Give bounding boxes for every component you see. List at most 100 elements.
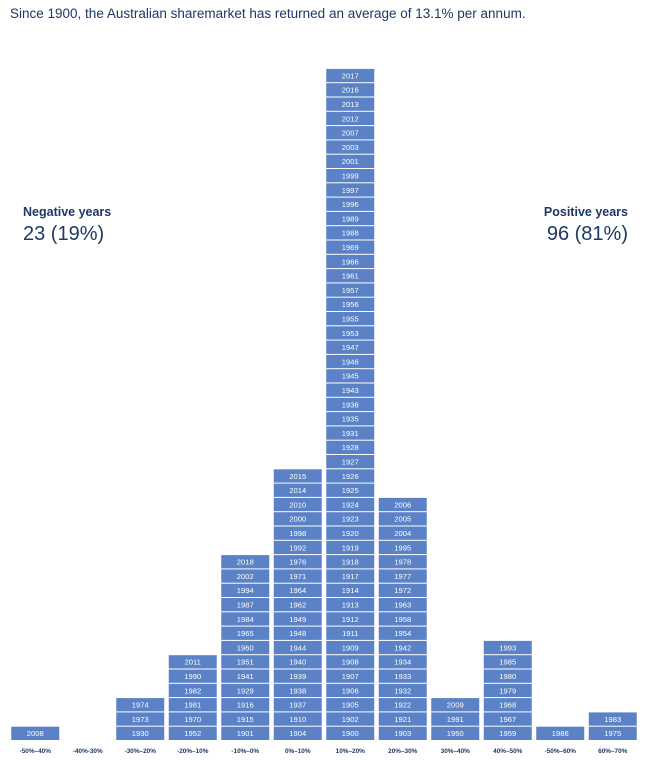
year-label: 1978 <box>394 558 411 567</box>
year-cell <box>326 340 375 354</box>
year-cell <box>326 312 375 326</box>
year-label: 1977 <box>394 572 411 581</box>
year-cell <box>326 297 375 311</box>
negative-years-value: 23 (19%) <box>23 223 105 245</box>
year-label: 1939 <box>289 672 306 681</box>
year-cell <box>221 612 270 626</box>
year-label: 1999 <box>342 171 359 180</box>
year-label: 1923 <box>342 515 359 524</box>
year-cell <box>273 569 322 583</box>
year-label: 1992 <box>289 543 306 552</box>
year-label: 2017 <box>342 71 359 80</box>
year-label: 1949 <box>289 615 306 624</box>
year-cell <box>378 497 427 512</box>
year-label: 1997 <box>342 186 359 195</box>
year-label: 1984 <box>237 615 254 624</box>
year-label: 1979 <box>499 686 516 695</box>
year-cell <box>326 140 375 154</box>
year-cell <box>273 526 322 540</box>
year-cell <box>326 497 375 512</box>
year-label: 1973 <box>132 715 149 724</box>
year-label: 1907 <box>342 672 359 681</box>
year-cell <box>378 555 427 569</box>
year-cell <box>221 555 270 569</box>
year-label: 1932 <box>394 686 411 695</box>
year-cell <box>221 655 270 669</box>
category-label: 30%–40% <box>441 748 470 755</box>
year-label: 1991 <box>447 715 464 724</box>
year-label: 1916 <box>237 701 254 710</box>
year-cell <box>483 698 532 712</box>
year-cell <box>221 698 270 712</box>
year-label: 2005 <box>394 515 411 524</box>
year-label: 1900 <box>342 729 359 738</box>
year-cell <box>221 726 270 740</box>
category-label: -50%–60% <box>545 748 577 755</box>
year-cell <box>483 726 532 740</box>
year-label: 1954 <box>394 629 411 638</box>
category-label: -30%–20% <box>125 748 157 755</box>
positive-years-label: Positive years <box>543 205 628 219</box>
year-label: 2015 <box>289 472 306 481</box>
year-cell <box>483 669 532 683</box>
year-cell <box>273 640 322 655</box>
year-cell <box>221 583 270 597</box>
year-cell <box>326 483 375 497</box>
year-label: 2004 <box>394 529 411 538</box>
year-cell <box>326 555 375 569</box>
year-label: 1948 <box>289 629 306 638</box>
year-label: 1950 <box>447 729 464 738</box>
category-label: 20%–30% <box>388 748 417 755</box>
year-cell <box>11 726 60 740</box>
year-cell <box>431 726 480 740</box>
year-cell <box>378 640 427 655</box>
year-label: 2012 <box>342 114 359 123</box>
year-label: 1937 <box>289 701 306 710</box>
year-label: 1952 <box>184 729 201 738</box>
year-cell <box>326 354 375 369</box>
year-label: 1934 <box>394 658 411 667</box>
year-cell <box>326 369 375 383</box>
year-label: 1917 <box>342 572 359 581</box>
category-label: 40%–50% <box>493 748 522 755</box>
year-label: 2001 <box>342 157 359 166</box>
year-label: 1913 <box>342 600 359 609</box>
year-cell <box>326 397 375 412</box>
year-cell <box>326 126 375 140</box>
year-label: 1926 <box>342 472 359 481</box>
year-cell <box>273 497 322 512</box>
year-label: 2007 <box>342 129 359 138</box>
year-label: 1945 <box>342 372 359 381</box>
year-label: 1957 <box>342 286 359 295</box>
year-label: 1981 <box>184 701 201 710</box>
year-cell <box>326 655 375 669</box>
category-label: 10%–20% <box>336 748 365 755</box>
year-label: 1941 <box>237 672 254 681</box>
year-label: 1929 <box>237 686 254 695</box>
year-label: 1943 <box>342 386 359 395</box>
year-label: 1920 <box>342 529 359 538</box>
year-cell <box>168 683 217 698</box>
year-label: 1933 <box>394 672 411 681</box>
year-cell <box>221 626 270 640</box>
year-cell <box>483 640 532 655</box>
year-cell <box>221 712 270 726</box>
year-label: 1936 <box>342 400 359 409</box>
year-label: 1996 <box>342 200 359 209</box>
year-cell <box>326 68 375 83</box>
year-label: 1965 <box>237 629 254 638</box>
year-cell <box>326 197 375 211</box>
year-cell <box>378 512 427 526</box>
year-cell <box>168 726 217 740</box>
year-cell <box>273 555 322 569</box>
year-label: 1983 <box>604 715 621 724</box>
year-cell <box>326 97 375 111</box>
year-label: 2018 <box>237 558 254 567</box>
year-cell <box>326 583 375 597</box>
year-cell <box>168 712 217 726</box>
category-label: 60%–70% <box>598 748 627 755</box>
year-cell <box>378 683 427 698</box>
year-cell <box>378 540 427 555</box>
year-label: 1988 <box>342 229 359 238</box>
